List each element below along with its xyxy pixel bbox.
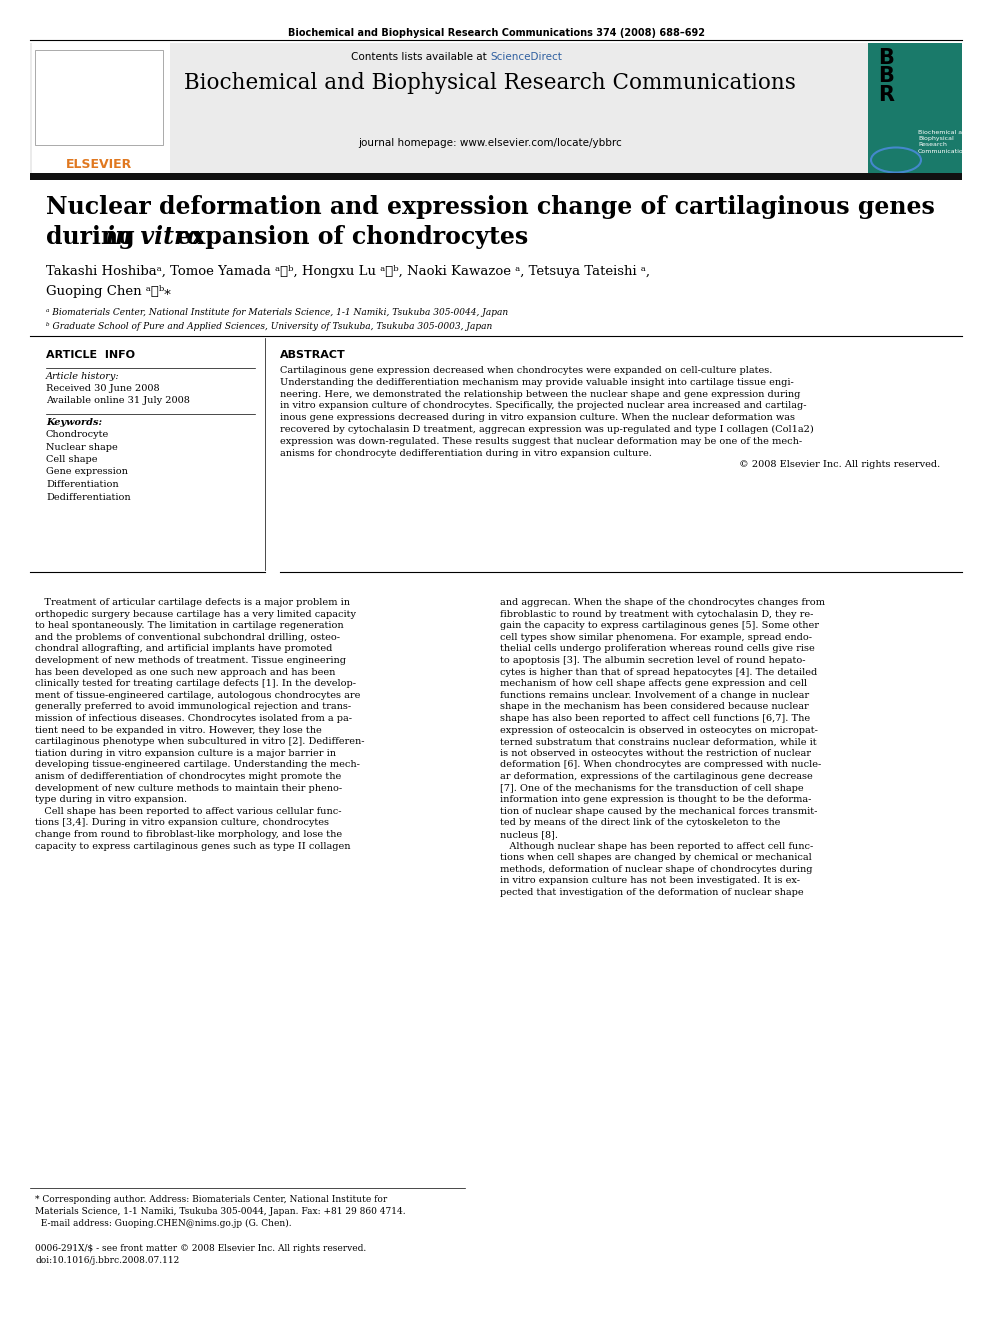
Text: anisms for chondrocyte dedifferentiation during in vitro expansion culture.: anisms for chondrocyte dedifferentiation… <box>280 448 652 458</box>
Text: shape in the mechanism has been considered because nuclear: shape in the mechanism has been consider… <box>500 703 808 712</box>
Text: anism of dedifferentiation of chondrocytes might promote the: anism of dedifferentiation of chondrocyt… <box>35 773 341 781</box>
Text: ted by means of the direct link of the cytoskeleton to the: ted by means of the direct link of the c… <box>500 819 781 827</box>
Text: Although nuclear shape has been reported to affect cell func-: Although nuclear shape has been reported… <box>500 841 813 851</box>
Text: ment of tissue-engineered cartilage, autologous chondrocytes are: ment of tissue-engineered cartilage, aut… <box>35 691 360 700</box>
Text: in vitro expansion culture has not been investigated. It is ex-: in vitro expansion culture has not been … <box>500 876 800 885</box>
Text: neering. Here, we demonstrated the relationship between the nuclear shape and ge: neering. Here, we demonstrated the relat… <box>280 389 801 398</box>
Text: deformation [6]. When chondrocytes are compressed with nucle-: deformation [6]. When chondrocytes are c… <box>500 761 821 770</box>
Text: mechanism of how cell shape affects gene expression and cell: mechanism of how cell shape affects gene… <box>500 679 807 688</box>
Text: developing tissue-engineered cartilage. Understanding the mech-: developing tissue-engineered cartilage. … <box>35 761 360 770</box>
Text: Guoping Chen ᵃⰬᵇ⁎: Guoping Chen ᵃⰬᵇ⁎ <box>46 284 171 298</box>
Text: Differentiation: Differentiation <box>46 480 119 490</box>
Bar <box>30 173 962 180</box>
Text: type during in vitro expansion.: type during in vitro expansion. <box>35 795 187 804</box>
Text: is not observed in osteocytes without the restriction of nuclear: is not observed in osteocytes without th… <box>500 749 811 758</box>
Text: 0006-291X/$ - see front matter © 2008 Elsevier Inc. All rights reserved.: 0006-291X/$ - see front matter © 2008 El… <box>35 1244 366 1253</box>
Text: nucleus [8].: nucleus [8]. <box>500 830 558 839</box>
Text: Available online 31 July 2008: Available online 31 July 2008 <box>46 396 189 405</box>
Text: Nuclear shape: Nuclear shape <box>46 442 118 451</box>
Bar <box>35 50 163 146</box>
Text: methods, deformation of nuclear shape of chondrocytes during: methods, deformation of nuclear shape of… <box>500 865 812 873</box>
Text: thelial cells undergo proliferation whereas round cells give rise: thelial cells undergo proliferation wher… <box>500 644 814 654</box>
Text: recovered by cytochalasin D treatment, aggrecan expression was up-regulated and : recovered by cytochalasin D treatment, a… <box>280 425 813 434</box>
Text: cell types show similar phenomena. For example, spread endo-: cell types show similar phenomena. For e… <box>500 632 812 642</box>
Text: Biochemical and Biophysical Research Communications 374 (2008) 688–692: Biochemical and Biophysical Research Com… <box>288 28 704 38</box>
Text: Gene expression: Gene expression <box>46 467 128 476</box>
Text: expansion of chondrocytes: expansion of chondrocytes <box>168 225 529 249</box>
Text: expression of osteocalcin is observed in osteocytes on micropat-: expression of osteocalcin is observed in… <box>500 725 817 734</box>
Text: Materials Science, 1-1 Namiki, Tsukuba 305-0044, Japan. Fax: +81 29 860 4714.: Materials Science, 1-1 Namiki, Tsukuba 3… <box>35 1207 406 1216</box>
Text: E-mail address: Guoping.CHEN@nims.go.jp (G. Chen).: E-mail address: Guoping.CHEN@nims.go.jp … <box>35 1218 292 1228</box>
Text: shape has also been reported to affect cell functions [6,7]. The: shape has also been reported to affect c… <box>500 714 810 722</box>
Text: ABSTRACT: ABSTRACT <box>280 351 346 360</box>
Text: and aggrecan. When the shape of the chondrocytes changes from: and aggrecan. When the shape of the chon… <box>500 598 825 607</box>
Text: orthopedic surgery because cartilage has a very limited capacity: orthopedic surgery because cartilage has… <box>35 610 356 619</box>
Text: tions [3,4]. During in vitro expansion culture, chondrocytes: tions [3,4]. During in vitro expansion c… <box>35 819 329 827</box>
Bar <box>868 44 962 179</box>
Text: doi:10.1016/j.bbrc.2008.07.112: doi:10.1016/j.bbrc.2008.07.112 <box>35 1256 180 1265</box>
Text: cartilaginous phenotype when subcultured in vitro [2]. Dedifferen-: cartilaginous phenotype when subcultured… <box>35 737 364 746</box>
Text: ELSEVIER: ELSEVIER <box>65 157 132 171</box>
Text: ARTICLE  INFO: ARTICLE INFO <box>46 351 135 360</box>
Text: journal homepage: www.elsevier.com/locate/ybbrc: journal homepage: www.elsevier.com/locat… <box>358 138 622 148</box>
Text: Biochemical and
Biophysical
Research
Communications: Biochemical and Biophysical Research Com… <box>918 130 971 153</box>
Text: mission of infectious diseases. Chondrocytes isolated from a pa-: mission of infectious diseases. Chondroc… <box>35 714 352 722</box>
Text: chondral allografting, and artificial implants have promoted: chondral allografting, and artificial im… <box>35 644 332 654</box>
Text: tion of nuclear shape caused by the mechanical forces transmit-: tion of nuclear shape caused by the mech… <box>500 807 817 816</box>
Text: Chondrocyte: Chondrocyte <box>46 430 109 439</box>
Text: Biochemical and Biophysical Research Communications: Biochemical and Biophysical Research Com… <box>185 71 796 94</box>
Text: Understanding the dedifferentiation mechanism may provide valuable insight into : Understanding the dedifferentiation mech… <box>280 378 794 386</box>
Text: functions remains unclear. Involvement of a change in nuclear: functions remains unclear. Involvement o… <box>500 691 809 700</box>
Text: terned substratum that constrains nuclear deformation, while it: terned substratum that constrains nuclea… <box>500 737 816 746</box>
Text: Cell shape: Cell shape <box>46 455 97 464</box>
Text: [7]. One of the mechanisms for the transduction of cell shape: [7]. One of the mechanisms for the trans… <box>500 783 804 792</box>
Text: Takashi Hoshibaᵃ, Tomoe Yamada ᵃⰬᵇ, Hongxu Lu ᵃⰬᵇ, Naoki Kawazoe ᵃ, Tetsuya Tate: Takashi Hoshibaᵃ, Tomoe Yamada ᵃⰬᵇ, Hong… <box>46 265 650 278</box>
Text: has been developed as one such new approach and has been: has been developed as one such new appro… <box>35 668 335 676</box>
Text: change from round to fibroblast-like morphology, and lose the: change from round to fibroblast-like mor… <box>35 830 342 839</box>
Text: clinically tested for treating cartilage defects [1]. In the develop-: clinically tested for treating cartilage… <box>35 679 356 688</box>
Text: ar deformation, expressions of the cartilaginous gene decrease: ar deformation, expressions of the carti… <box>500 773 812 781</box>
Text: in vitro expansion culture of chondrocytes. Specifically, the projected nuclear : in vitro expansion culture of chondrocyt… <box>280 401 806 410</box>
Text: © 2008 Elsevier Inc. All rights reserved.: © 2008 Elsevier Inc. All rights reserved… <box>739 460 940 470</box>
Text: generally preferred to avoid immunological rejection and trans-: generally preferred to avoid immunologic… <box>35 703 351 712</box>
Text: B
B
R: B B R <box>878 48 894 105</box>
Text: Keywords:: Keywords: <box>46 418 102 427</box>
Text: expression was down-regulated. These results suggest that nuclear deformation ma: expression was down-regulated. These res… <box>280 437 803 446</box>
Text: Dedifferentiation: Dedifferentiation <box>46 492 131 501</box>
Text: in vitro: in vitro <box>106 225 202 249</box>
Text: to apoptosis [3]. The albumin secretion level of round hepato-: to apoptosis [3]. The albumin secretion … <box>500 656 806 665</box>
Text: and the problems of conventional subchondral drilling, osteo-: and the problems of conventional subchon… <box>35 632 340 642</box>
Text: tiation during in vitro expansion culture is a major barrier in: tiation during in vitro expansion cultur… <box>35 749 336 758</box>
Text: Nuclear deformation and expression change of cartilaginous genes: Nuclear deformation and expression chang… <box>46 194 934 220</box>
Text: information into gene expression is thought to be the deforma-: information into gene expression is thou… <box>500 795 811 804</box>
Text: to heal spontaneously. The limitation in cartilage regeneration: to heal spontaneously. The limitation in… <box>35 622 343 630</box>
Text: development of new culture methods to maintain their pheno-: development of new culture methods to ma… <box>35 783 342 792</box>
Text: inous gene expressions decreased during in vitro expansion culture. When the nuc: inous gene expressions decreased during … <box>280 413 795 422</box>
Text: Received 30 June 2008: Received 30 June 2008 <box>46 384 160 393</box>
Text: cytes is higher than that of spread hepatocytes [4]. The detailed: cytes is higher than that of spread hepa… <box>500 668 817 676</box>
Text: Cartilaginous gene expression decreased when chondrocytes were expanded on cell-: Cartilaginous gene expression decreased … <box>280 366 773 374</box>
Text: ᵇ Graduate School of Pure and Applied Sciences, University of Tsukuba, Tsukuba 3: ᵇ Graduate School of Pure and Applied Sc… <box>46 321 492 331</box>
Text: Contents lists available at: Contents lists available at <box>351 52 490 62</box>
Text: gain the capacity to express cartilaginous genes [5]. Some other: gain the capacity to express cartilagino… <box>500 622 819 630</box>
Text: development of new methods of treatment. Tissue engineering: development of new methods of treatment.… <box>35 656 346 665</box>
Text: fibroblastic to round by treatment with cytochalasin D, they re-: fibroblastic to round by treatment with … <box>500 610 813 619</box>
Text: ScienceDirect: ScienceDirect <box>490 52 561 62</box>
Text: tions when cell shapes are changed by chemical or mechanical: tions when cell shapes are changed by ch… <box>500 853 811 863</box>
Text: ᵃ Biomaterials Center, National Institute for Materials Science, 1-1 Namiki, Tsu: ᵃ Biomaterials Center, National Institut… <box>46 308 508 318</box>
Text: pected that investigation of the deformation of nuclear shape: pected that investigation of the deforma… <box>500 888 804 897</box>
Text: Cell shape has been reported to affect various cellular func-: Cell shape has been reported to affect v… <box>35 807 341 816</box>
Bar <box>30 44 962 179</box>
Text: Treatment of articular cartilage defects is a major problem in: Treatment of articular cartilage defects… <box>35 598 350 607</box>
Bar <box>32 44 170 179</box>
Text: tient need to be expanded in vitro. However, they lose the: tient need to be expanded in vitro. Howe… <box>35 725 321 734</box>
Text: capacity to express cartilaginous genes such as type II collagen: capacity to express cartilaginous genes … <box>35 841 350 851</box>
Text: * Corresponding author. Address: Biomaterials Center, National Institute for: * Corresponding author. Address: Biomate… <box>35 1195 387 1204</box>
Text: Article history:: Article history: <box>46 372 120 381</box>
Text: during: during <box>46 225 143 249</box>
